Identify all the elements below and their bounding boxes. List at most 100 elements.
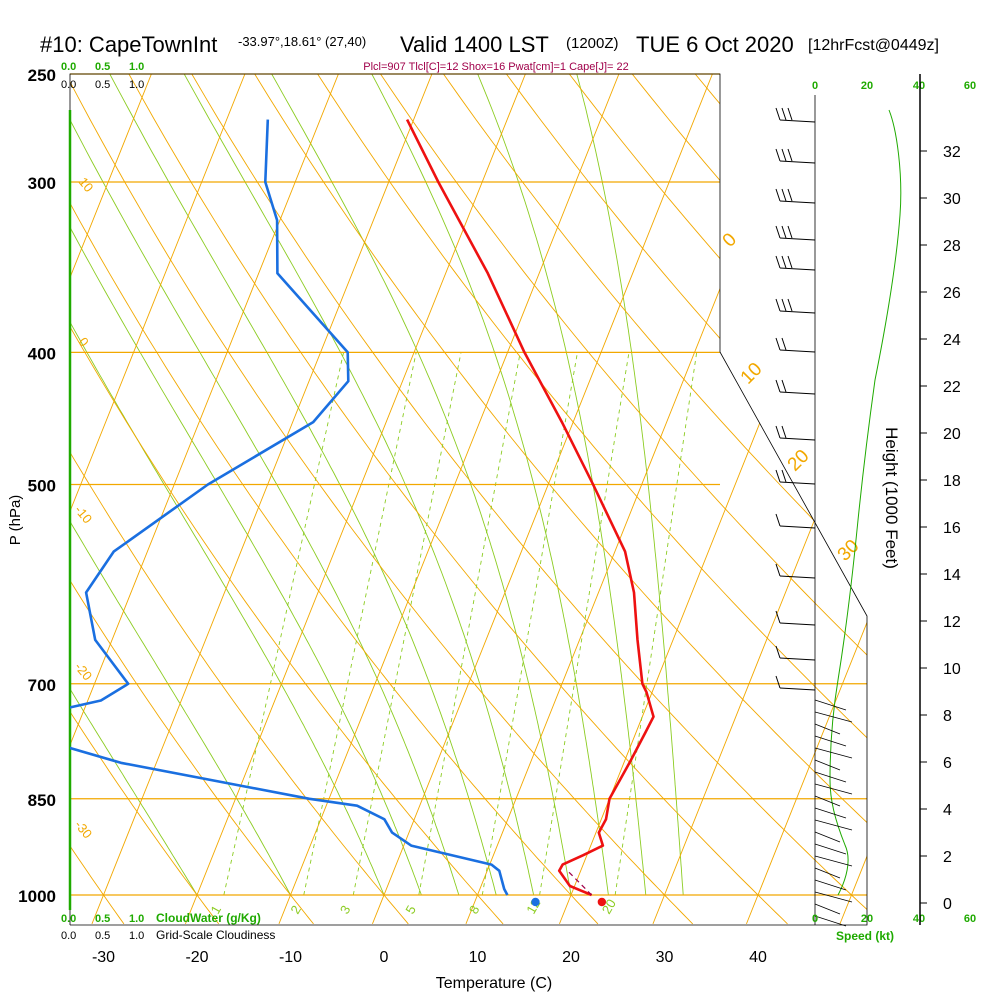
wind-barb-flag — [775, 675, 781, 689]
cloudwater-top-tick-1: 0.5 — [95, 61, 110, 73]
moist-adiabat-line — [70, 74, 422, 896]
wind-barb — [814, 879, 847, 891]
wind-barb — [814, 711, 853, 723]
x-tick-label: 40 — [749, 949, 767, 966]
isotherm-line — [372, 74, 766, 925]
wind-barb — [814, 819, 853, 831]
dew-point-line — [70, 119, 509, 896]
isotherm-line — [0, 0, 17, 924]
wind-barb — [814, 807, 847, 819]
wind-barb-flag — [781, 188, 787, 202]
wind-barb — [814, 771, 847, 783]
dry-adiabat-line — [236, 74, 867, 925]
speed-bottom-tick-0: 0 — [812, 913, 818, 925]
height-tick-label: 4 — [943, 802, 952, 819]
wind-barb-flag — [775, 563, 781, 577]
wind-barb-flag — [775, 188, 781, 202]
wind-barb — [779, 119, 816, 123]
speed-top-tick-2: 40 — [913, 80, 925, 92]
stability-indices: Plcl=907 Tlcl[C]=12 Shox=16 Pwat[cm]=1 C… — [363, 61, 628, 73]
isotherm-line — [70, 74, 299, 925]
isotherm-line — [746, 74, 867, 925]
x-tick-label: 20 — [562, 949, 580, 966]
dry-adiabat-line — [295, 74, 867, 925]
cloudwater-label: CloudWater (g/Kg) — [156, 911, 261, 925]
wind-barb-flag — [775, 255, 781, 269]
wind-barb-flag — [787, 225, 793, 239]
moist-adiabat-line — [70, 74, 460, 896]
station-title: #10: CapeTownInt — [40, 32, 217, 57]
x-tick-label: -30 — [92, 949, 115, 966]
wind-barb-flag — [775, 298, 781, 312]
wind-barb-flag — [775, 645, 781, 659]
height-tick-label: 24 — [943, 332, 961, 349]
wind-barb — [814, 723, 841, 735]
wind-barb — [779, 160, 816, 164]
cloudiness-top-tick-0: 0.0 — [61, 79, 76, 91]
moist-adiabat-line — [299, 74, 609, 896]
wind-barb — [779, 657, 816, 661]
isotherm-line — [70, 74, 112, 925]
cloudwater-bottom-tick-1: 0.5 — [95, 913, 110, 925]
moist-adiabat-line — [415, 74, 647, 896]
mixing-ratio-line — [614, 352, 698, 896]
y-axis-title: P (hPa) — [7, 495, 24, 546]
x-tick-label: 0 — [380, 949, 389, 966]
mixing-ratio-line — [481, 352, 578, 896]
wind-barb — [814, 843, 847, 855]
pressure-tick-label: 400 — [28, 344, 56, 363]
height-tick-label: 20 — [943, 426, 961, 443]
wind-barb — [814, 891, 853, 903]
isotherm-line — [70, 74, 205, 925]
isotherm-label: -10 — [72, 502, 96, 526]
pressure-tick-label: 250 — [28, 66, 56, 85]
isotherm-line — [185, 74, 579, 925]
cloudiness-top-tick-2: 1.0 — [129, 79, 144, 91]
height-tick-label: 0 — [943, 896, 952, 913]
dry-adiabat-line — [413, 74, 867, 925]
wind-barb-flag — [775, 513, 781, 527]
wind-barb-flag — [775, 337, 781, 351]
x-tick-label: 10 — [469, 949, 487, 966]
wind-barb-flag — [775, 425, 781, 439]
height-tick-label: 8 — [943, 708, 952, 725]
isotherm-label: -30 — [72, 817, 96, 841]
wind-barb-flag — [775, 225, 781, 239]
cloudiness-bottom-tick-1: 0.5 — [95, 930, 110, 942]
cloudwater-bottom-tick-0: 0.0 — [61, 913, 76, 925]
surface-dew-point-marker — [531, 897, 540, 907]
cloudwater-top-tick-2: 1.0 — [129, 61, 144, 73]
mixing-ratio-line — [539, 352, 630, 896]
temperature-line — [405, 119, 655, 897]
wind-barb-flag — [781, 298, 787, 312]
height-axis-title: Height (1000 Feet) — [882, 427, 901, 569]
wind-barb — [779, 525, 816, 529]
dry-adiabat-line — [177, 74, 867, 925]
plot-frame — [69, 73, 868, 926]
wind-barb — [814, 795, 841, 807]
wind-barb — [779, 200, 816, 204]
wind-barb-flag — [781, 425, 787, 439]
cloudiness-top-tick-1: 0.5 — [95, 79, 110, 91]
wind-barb — [814, 903, 841, 915]
dry-adiabat-line — [70, 74, 409, 925]
x-tick-label: -10 — [279, 949, 302, 966]
wind-barb-flag — [775, 610, 781, 624]
wind-barb-flag — [781, 107, 787, 121]
dry-adiabat-line — [70, 74, 220, 925]
wind-barb — [814, 915, 847, 927]
height-tick-label: 14 — [943, 567, 961, 584]
height-tick-label: 18 — [943, 473, 961, 490]
moist-adiabat-line — [70, 74, 291, 896]
height-tick-label: 2 — [943, 849, 952, 866]
mixing-ratio-label: 8 — [466, 903, 483, 917]
height-tick-label: 30 — [943, 191, 961, 208]
forecast-label: [12hrFcst@0449z] — [808, 37, 939, 54]
wind-barb-flag — [781, 469, 787, 483]
wind-barb-flag — [781, 379, 787, 393]
isotherm-label: 10 — [76, 174, 97, 195]
pressure-tick-label: 700 — [28, 676, 56, 695]
wind-barb — [814, 699, 847, 711]
wind-barb — [779, 687, 816, 691]
mixing-ratio-label: 2 — [287, 903, 304, 917]
